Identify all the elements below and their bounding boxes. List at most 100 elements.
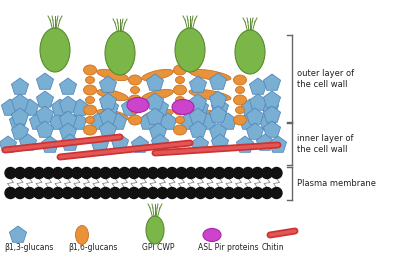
Text: Chitin: Chitin bbox=[262, 242, 285, 251]
Circle shape bbox=[62, 188, 73, 198]
Circle shape bbox=[72, 167, 82, 179]
Polygon shape bbox=[36, 106, 54, 122]
Ellipse shape bbox=[128, 115, 142, 125]
Ellipse shape bbox=[176, 117, 184, 123]
Polygon shape bbox=[242, 99, 258, 115]
Polygon shape bbox=[10, 113, 26, 129]
Polygon shape bbox=[200, 113, 216, 129]
Circle shape bbox=[90, 188, 102, 198]
Ellipse shape bbox=[235, 30, 265, 74]
Text: ASL Pir proteins: ASL Pir proteins bbox=[198, 242, 258, 251]
Polygon shape bbox=[240, 113, 256, 129]
Circle shape bbox=[5, 188, 16, 198]
Circle shape bbox=[214, 167, 225, 179]
Polygon shape bbox=[12, 123, 28, 139]
Polygon shape bbox=[250, 94, 266, 110]
Ellipse shape bbox=[84, 85, 96, 95]
Ellipse shape bbox=[175, 28, 205, 72]
Polygon shape bbox=[110, 113, 126, 129]
Circle shape bbox=[157, 188, 168, 198]
Polygon shape bbox=[42, 136, 58, 152]
Ellipse shape bbox=[86, 96, 94, 104]
Polygon shape bbox=[160, 113, 176, 129]
Polygon shape bbox=[12, 108, 28, 124]
Circle shape bbox=[52, 167, 64, 179]
Ellipse shape bbox=[84, 105, 96, 115]
Circle shape bbox=[148, 188, 158, 198]
Polygon shape bbox=[210, 106, 226, 122]
Circle shape bbox=[176, 188, 187, 198]
Polygon shape bbox=[92, 136, 108, 152]
Circle shape bbox=[128, 167, 140, 179]
Polygon shape bbox=[220, 113, 236, 129]
Polygon shape bbox=[190, 108, 206, 124]
Polygon shape bbox=[270, 136, 286, 152]
Polygon shape bbox=[20, 134, 36, 150]
Polygon shape bbox=[0, 136, 16, 152]
Circle shape bbox=[242, 188, 254, 198]
Polygon shape bbox=[90, 113, 106, 129]
Text: Plasma membrane: Plasma membrane bbox=[297, 179, 376, 188]
Circle shape bbox=[233, 188, 244, 198]
Circle shape bbox=[242, 167, 254, 179]
Ellipse shape bbox=[174, 125, 186, 135]
Ellipse shape bbox=[176, 77, 184, 83]
Circle shape bbox=[72, 188, 82, 198]
Polygon shape bbox=[210, 91, 226, 107]
Ellipse shape bbox=[146, 216, 164, 244]
Circle shape bbox=[176, 167, 187, 179]
Ellipse shape bbox=[97, 109, 128, 121]
Polygon shape bbox=[264, 121, 280, 137]
Circle shape bbox=[81, 167, 92, 179]
Circle shape bbox=[5, 167, 16, 179]
Circle shape bbox=[233, 167, 244, 179]
Polygon shape bbox=[260, 113, 276, 129]
Ellipse shape bbox=[86, 117, 94, 123]
Text: outer layer of
the cell wall: outer layer of the cell wall bbox=[297, 69, 354, 89]
Polygon shape bbox=[246, 123, 264, 139]
Circle shape bbox=[24, 167, 35, 179]
Polygon shape bbox=[36, 73, 54, 89]
Polygon shape bbox=[10, 226, 26, 242]
Circle shape bbox=[138, 167, 149, 179]
Polygon shape bbox=[140, 113, 156, 129]
Ellipse shape bbox=[40, 28, 70, 72]
Polygon shape bbox=[102, 99, 118, 115]
Circle shape bbox=[100, 167, 111, 179]
Circle shape bbox=[14, 167, 26, 179]
Circle shape bbox=[271, 188, 282, 198]
Polygon shape bbox=[150, 123, 166, 139]
Circle shape bbox=[224, 167, 234, 179]
Polygon shape bbox=[192, 99, 208, 115]
Ellipse shape bbox=[128, 75, 142, 85]
Polygon shape bbox=[212, 99, 228, 115]
Ellipse shape bbox=[189, 89, 231, 101]
Polygon shape bbox=[100, 108, 116, 124]
Polygon shape bbox=[12, 94, 28, 110]
Circle shape bbox=[157, 167, 168, 179]
Circle shape bbox=[34, 188, 44, 198]
Polygon shape bbox=[246, 108, 264, 124]
Circle shape bbox=[214, 188, 225, 198]
Circle shape bbox=[252, 188, 263, 198]
Ellipse shape bbox=[236, 86, 244, 94]
Circle shape bbox=[224, 188, 234, 198]
Polygon shape bbox=[12, 78, 28, 94]
Text: β1,6-glucans: β1,6-glucans bbox=[68, 242, 117, 251]
Polygon shape bbox=[60, 96, 76, 112]
Polygon shape bbox=[30, 113, 46, 129]
Polygon shape bbox=[146, 74, 164, 90]
Polygon shape bbox=[264, 106, 280, 122]
Polygon shape bbox=[132, 136, 148, 152]
Circle shape bbox=[195, 167, 206, 179]
Circle shape bbox=[271, 167, 282, 179]
Circle shape bbox=[43, 167, 54, 179]
Ellipse shape bbox=[189, 109, 231, 121]
Circle shape bbox=[43, 188, 54, 198]
Polygon shape bbox=[70, 113, 86, 129]
Polygon shape bbox=[100, 121, 116, 137]
Circle shape bbox=[186, 188, 196, 198]
Polygon shape bbox=[36, 91, 54, 107]
Circle shape bbox=[138, 188, 149, 198]
Polygon shape bbox=[52, 99, 68, 115]
